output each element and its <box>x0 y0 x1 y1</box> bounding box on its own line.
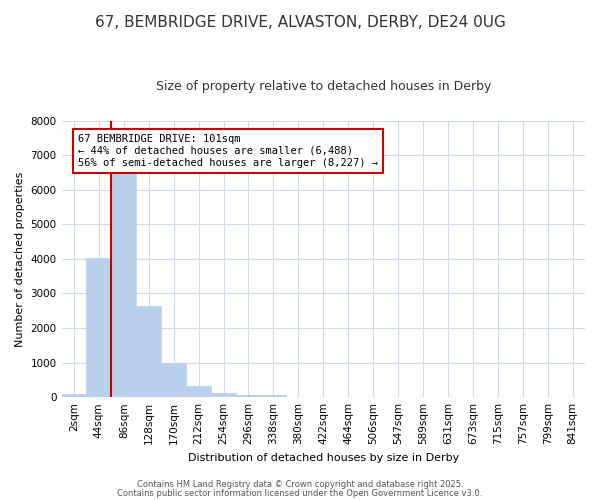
Bar <box>62 394 86 397</box>
Bar <box>186 386 211 397</box>
X-axis label: Distribution of detached houses by size in Derby: Distribution of detached houses by size … <box>188 452 459 462</box>
Text: Contains HM Land Registry data © Crown copyright and database right 2025.: Contains HM Land Registry data © Crown c… <box>137 480 463 489</box>
Bar <box>86 258 112 397</box>
Title: Size of property relative to detached houses in Derby: Size of property relative to detached ho… <box>155 80 491 93</box>
Bar <box>112 168 136 397</box>
Bar <box>161 364 186 397</box>
Text: Contains public sector information licensed under the Open Government Licence v3: Contains public sector information licen… <box>118 488 482 498</box>
Bar <box>236 394 261 397</box>
Bar <box>211 393 236 397</box>
Y-axis label: Number of detached properties: Number of detached properties <box>15 171 25 346</box>
Bar <box>261 394 286 397</box>
Bar <box>136 306 161 397</box>
Text: 67 BEMBRIDGE DRIVE: 101sqm
← 44% of detached houses are smaller (6,488)
56% of s: 67 BEMBRIDGE DRIVE: 101sqm ← 44% of deta… <box>78 134 378 168</box>
Text: 67, BEMBRIDGE DRIVE, ALVASTON, DERBY, DE24 0UG: 67, BEMBRIDGE DRIVE, ALVASTON, DERBY, DE… <box>95 15 505 30</box>
